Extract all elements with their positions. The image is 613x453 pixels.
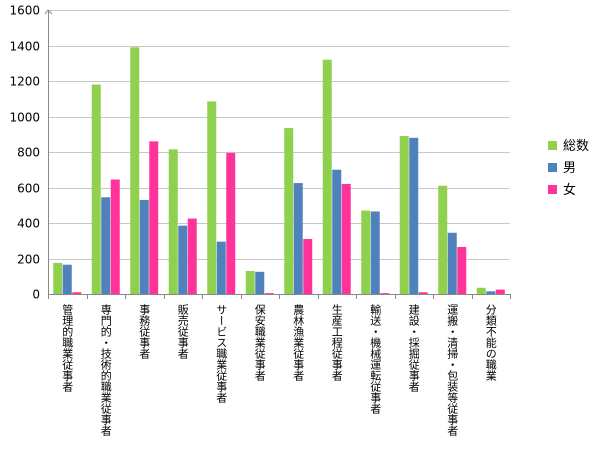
x-tick-label: 専門的・技術的職業従事者	[99, 304, 112, 437]
bar-male	[101, 197, 111, 294]
y-tick-label: 200	[17, 253, 40, 267]
bar-female	[495, 289, 505, 294]
bar-male	[409, 137, 419, 294]
y-axis: 0 200 400 600 800 1000 1200 1400 1600	[9, 4, 53, 302]
bar-total	[130, 47, 140, 295]
legend-swatch	[548, 163, 557, 172]
y-tick-label: 1000	[9, 111, 40, 125]
bar-female	[341, 183, 351, 294]
bar-male	[62, 264, 72, 294]
bar-total	[207, 101, 217, 294]
bar-male	[293, 183, 303, 294]
bar-female	[264, 293, 274, 294]
x-axis: 管理的職業従事者 専門的・技術的職業従事者 事務従事者 販売従事者 サービス職業従事者 保…	[48, 294, 511, 437]
y-tick-label: 1600	[9, 4, 40, 18]
legend-label: 女	[563, 182, 576, 198]
bar-total	[399, 136, 409, 294]
bars	[53, 47, 505, 295]
bar-male	[178, 225, 188, 294]
bar-female	[303, 238, 313, 294]
x-tick-label: 輸送・機械運転従事者	[369, 303, 382, 415]
gridlines	[48, 10, 510, 295]
bar-female	[187, 218, 197, 294]
y-tick-label: 0	[32, 288, 40, 302]
bar-total	[476, 287, 486, 294]
legend-label: 総数	[563, 139, 589, 154]
y-tick-label: 400	[17, 217, 40, 231]
x-tick-label: 管理的職業従事者	[61, 303, 74, 393]
bar-total	[91, 84, 101, 294]
bar-female	[418, 292, 428, 294]
bar-male	[486, 291, 496, 294]
bar-male	[332, 169, 342, 294]
y-tick-label: 1200	[9, 75, 40, 89]
bar-total	[438, 185, 448, 294]
bar-male	[255, 271, 265, 294]
bar-female	[72, 292, 82, 294]
bar-total	[322, 59, 332, 295]
y-tick-label: 1400	[9, 40, 40, 54]
legend-swatch	[548, 141, 557, 150]
bar-female	[149, 141, 159, 294]
legend-label: 男	[563, 161, 576, 176]
x-tick-label: 保安職業従事者	[253, 303, 266, 382]
x-tick-label: 運搬・清掃・包装等従事者	[446, 304, 459, 437]
legend-swatch	[548, 185, 557, 194]
bar-total	[284, 128, 294, 294]
bar-total	[361, 210, 371, 294]
bar-male	[447, 232, 457, 294]
bar-male	[139, 199, 149, 294]
y-tick-label: 800	[17, 146, 40, 160]
bar-female	[226, 152, 236, 294]
x-tick-label: 販売従事者	[176, 304, 189, 360]
bar-total	[53, 262, 63, 294]
x-tick-label: 農林漁業従事者	[292, 303, 305, 382]
bar-female	[457, 246, 467, 294]
bar-female	[380, 293, 390, 294]
bar-female	[110, 179, 120, 294]
bar-male	[216, 241, 226, 294]
bar-total	[245, 270, 255, 294]
bar-total	[168, 149, 178, 294]
x-tick-label: 建設・採掘従事者	[407, 303, 420, 393]
bar-male	[370, 211, 380, 294]
y-tick-label: 600	[17, 182, 40, 196]
x-tick-label: 生産工程従事者	[330, 303, 343, 382]
x-tick-label: 分類不能の職業	[484, 304, 497, 381]
x-tick-label: 事務従事者	[138, 304, 151, 360]
y-axis-break-mark	[44, 9, 53, 15]
x-tick-label: サービス職業従事者	[215, 304, 228, 404]
